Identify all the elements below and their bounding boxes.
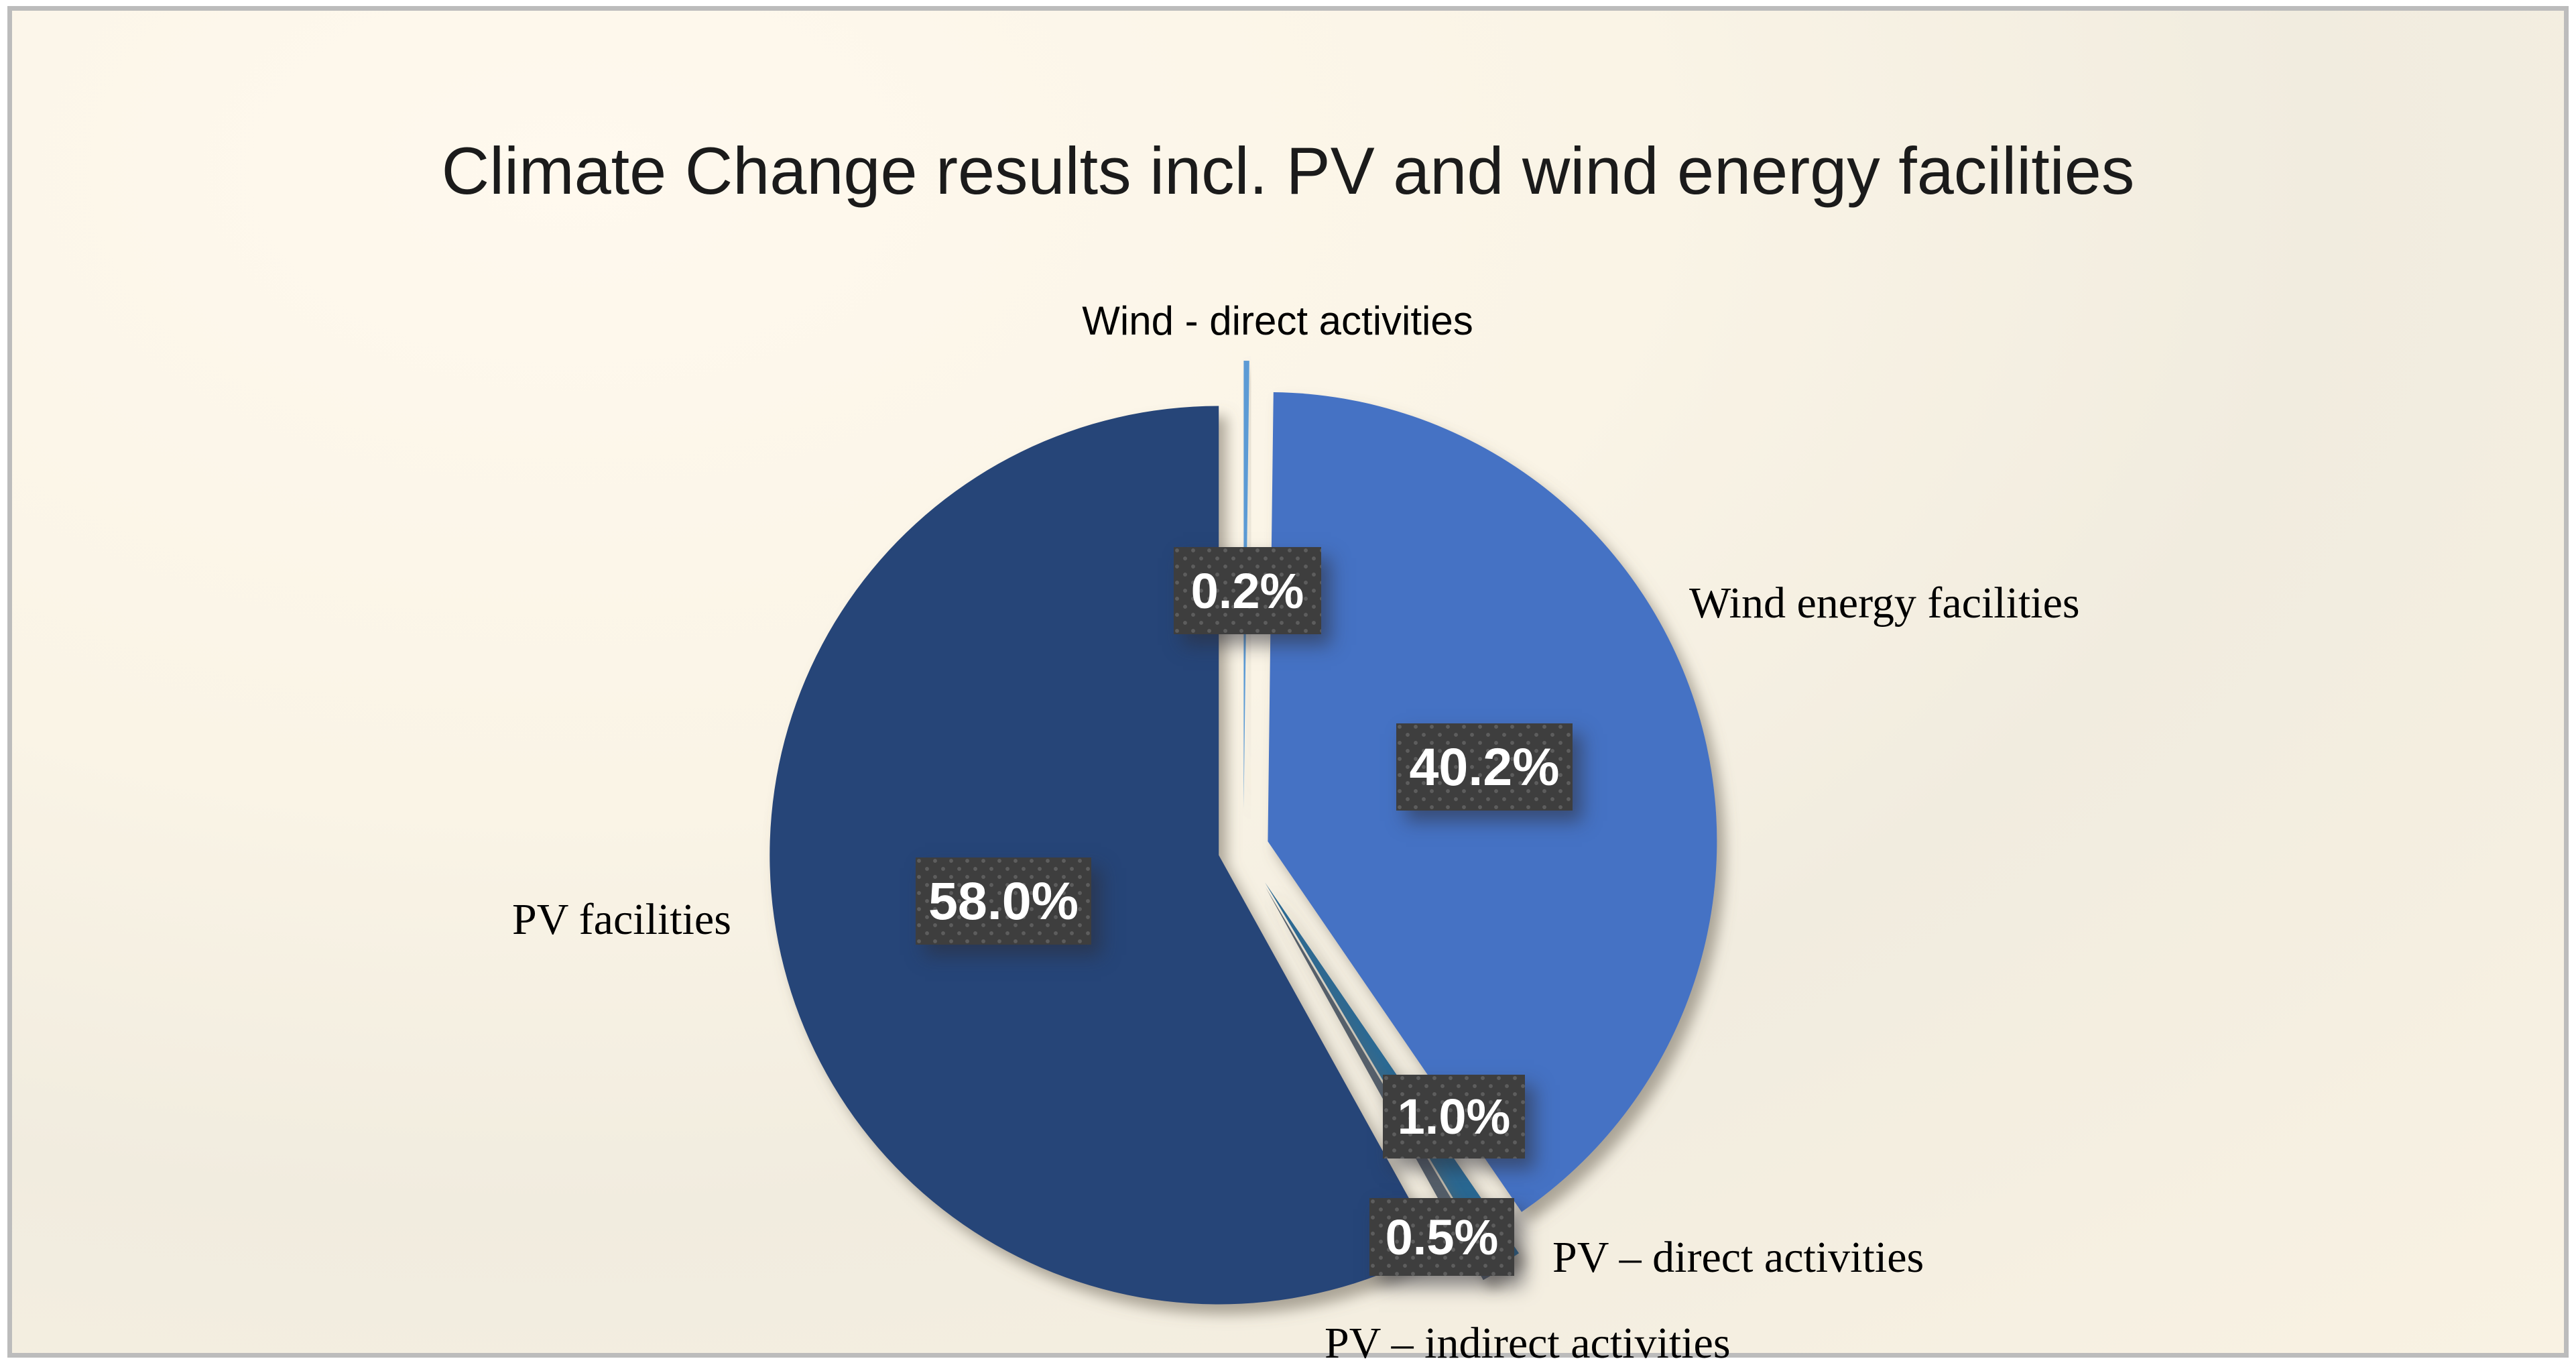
data-label-pv-indirect-pct: 0.5% xyxy=(1369,1198,1514,1276)
data-label-wind-energy-pct: 40.2% xyxy=(1396,723,1573,811)
pie-chart xyxy=(770,361,1717,1305)
category-label-wind-energy: Wind energy facilities xyxy=(1689,579,2080,628)
category-label-wind-direct: Wind - direct activities xyxy=(1082,298,1473,343)
category-label-pv-direct: PV – direct activities xyxy=(1552,1233,1924,1282)
category-label-pv-indirect: PV – indirect activities xyxy=(1325,1319,1731,1365)
data-label-pv-direct-pct: 1.0% xyxy=(1383,1075,1525,1159)
category-label-pv-facilities: PV facilities xyxy=(512,895,731,944)
pie-slices xyxy=(770,361,1717,1305)
pie-slice-3 xyxy=(1265,887,1496,1281)
chart-title: Climate Change results incl. PV and wind… xyxy=(441,133,2135,208)
data-label-wind-direct-pct: 0.2% xyxy=(1174,547,1321,634)
pie-slice-4 xyxy=(770,406,1437,1305)
data-label-pv-facilities-pct: 58.0% xyxy=(916,857,1091,945)
chart-area-frame: Climate Change results incl. PV and wind… xyxy=(7,6,2569,1365)
